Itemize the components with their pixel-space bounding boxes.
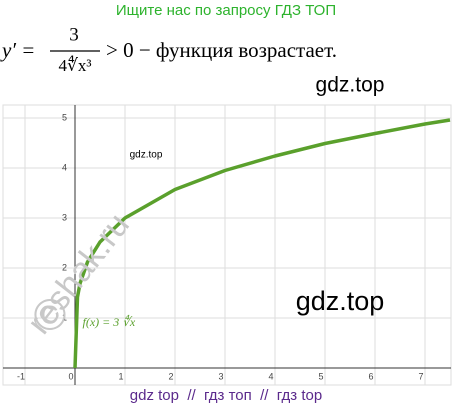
y-tick-label: 5 <box>62 112 67 122</box>
formula-lhs: y′ = <box>0 38 35 62</box>
formula-denominator: 4∜x³ <box>59 56 92 75</box>
chart: -1 0 1 2 3 4 5 6 7 1 2 3 4 5 f(x) = 3 ∜x <box>2 104 452 386</box>
x-tick-label: 3 <box>218 371 223 381</box>
watermark: © <box>34 291 66 340</box>
x-tick-label: 6 <box>368 371 373 381</box>
x-tick-label: 4 <box>268 371 273 381</box>
x-tick-label: 7 <box>418 371 423 381</box>
watermark: gdz.top <box>316 74 385 97</box>
search-hint: Ищите нас по запросу ГДЗ ТОП <box>116 2 336 19</box>
y-tick-label: 3 <box>62 212 67 222</box>
x-tick-label: 1 <box>118 371 123 381</box>
x-tick-label: -1 <box>17 371 25 381</box>
y-tick-label: 2 <box>62 262 67 272</box>
x-tick-label: 0 <box>68 371 73 381</box>
y-tick-label: 4 <box>62 162 67 172</box>
watermark: gdz.top <box>296 286 385 316</box>
curve-label: f(x) = 3 ∜x <box>83 314 136 329</box>
formula-numerator: 3 <box>69 24 79 45</box>
watermark: gdz.top <box>130 150 163 161</box>
y-tick-label: 1 <box>62 312 67 322</box>
footer: gdz top // гдз топ // гдз top <box>130 387 322 404</box>
curve <box>73 118 451 369</box>
x-tick-label: 5 <box>318 371 323 381</box>
plot-area <box>2 104 452 386</box>
x-tick-label: 2 <box>168 371 173 381</box>
formula-rest: > 0 − функция возрастает. <box>106 38 337 62</box>
